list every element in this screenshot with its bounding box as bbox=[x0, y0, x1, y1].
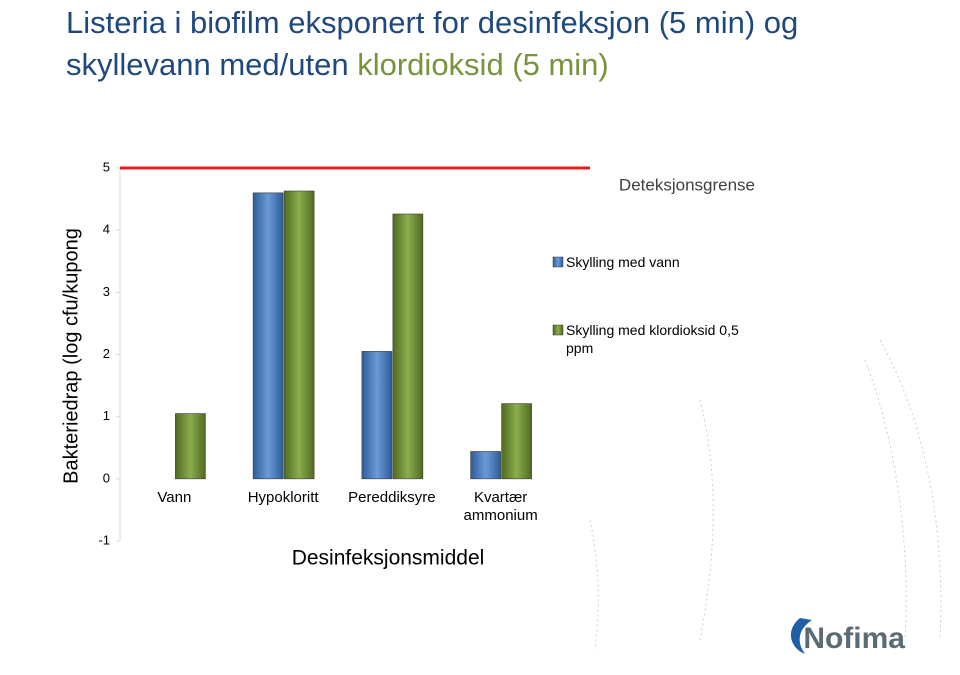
y-tick-label: 2 bbox=[103, 346, 110, 361]
x-tick-label: Pereddiksyre bbox=[348, 489, 436, 506]
y-tick-label: 0 bbox=[103, 470, 110, 485]
threshold-label: Deteksjonsgrense bbox=[619, 175, 755, 194]
y-tick-label: 4 bbox=[103, 222, 110, 237]
legend-label: Skylling med klordioksid 0,5 ppm bbox=[566, 322, 739, 356]
y-tick-label: 1 bbox=[103, 408, 110, 423]
bar bbox=[175, 413, 206, 480]
bar bbox=[361, 351, 393, 480]
legend-swatch bbox=[552, 256, 564, 268]
y-tick-label: 3 bbox=[103, 284, 110, 299]
y-axis-label: Bakteriedrap (log cfu/kupong bbox=[60, 228, 82, 484]
bar bbox=[470, 451, 501, 480]
title-part: Listeria i biofilm eksponert for desinfe… bbox=[66, 5, 799, 82]
x-tick-label: Vann bbox=[157, 489, 192, 506]
bar bbox=[252, 192, 284, 480]
decor bbox=[589, 339, 942, 651]
x-tick-label: Hypokloritt bbox=[247, 489, 319, 506]
legend-label: Skylling med vann bbox=[566, 254, 680, 270]
y-tick-label: 5 bbox=[103, 159, 110, 174]
logo-mark bbox=[790, 618, 812, 654]
bar bbox=[501, 403, 532, 480]
bar bbox=[392, 213, 424, 480]
title-part: klordioksid (5 min) bbox=[357, 47, 609, 82]
x-tick-label: Kvartær ammonium bbox=[463, 489, 538, 524]
x-axis-label: Desinfeksjonsmiddel bbox=[292, 547, 485, 570]
legend-swatch bbox=[552, 324, 564, 336]
logo: Nofima bbox=[803, 622, 905, 655]
bar bbox=[283, 190, 315, 480]
slide-title: Listeria i biofilm eksponert for desinfe… bbox=[66, 2, 926, 86]
y-tick-label: -1 bbox=[98, 532, 110, 547]
